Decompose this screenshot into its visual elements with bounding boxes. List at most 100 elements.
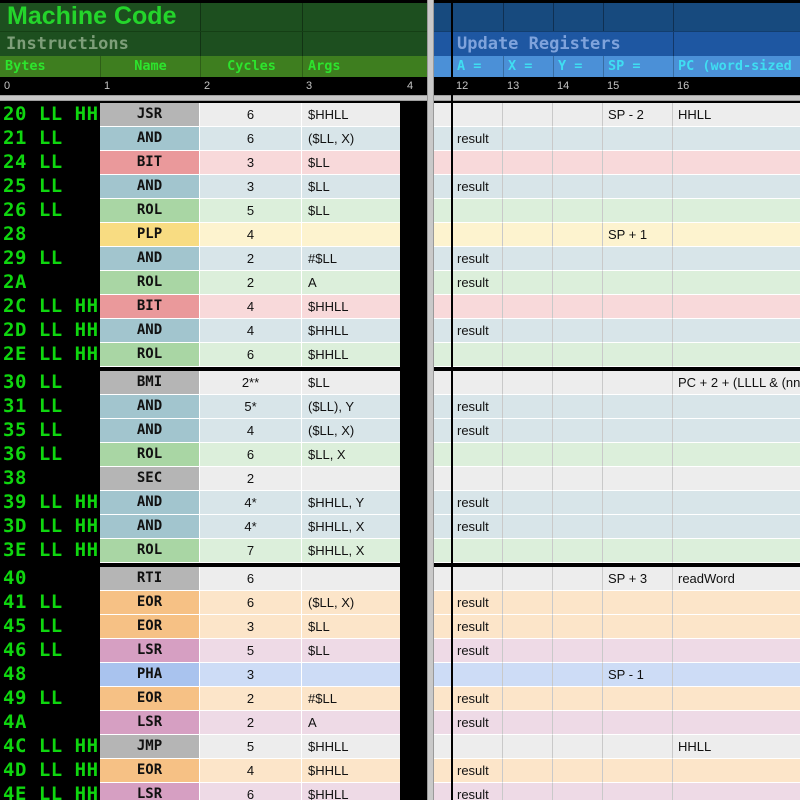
cell-a[interactable]: result <box>452 759 503 783</box>
cell-pc[interactable] <box>673 151 800 175</box>
cell-x[interactable] <box>503 711 553 735</box>
cell-pc[interactable] <box>673 319 800 343</box>
cell-sp[interactable] <box>603 515 673 539</box>
cell-args[interactable]: ($LL, X) <box>302 419 400 443</box>
cell-y[interactable] <box>553 567 603 591</box>
cell-bytes[interactable]: 4E LL HH <box>0 783 100 800</box>
cell-bytes[interactable]: 24 LL <box>0 151 100 175</box>
cell-args[interactable]: $HHLL <box>302 759 400 783</box>
cell-bytes[interactable]: 45 LL <box>0 615 100 639</box>
cell-a[interactable]: result <box>452 711 503 735</box>
cell-y[interactable] <box>553 687 603 711</box>
cell-name[interactable]: ROL <box>100 199 200 223</box>
cell-x[interactable] <box>503 783 553 800</box>
cell-bytes[interactable]: 2D LL HH <box>0 319 100 343</box>
cell-cycles[interactable]: 4* <box>200 491 302 515</box>
cell-x[interactable] <box>503 175 553 199</box>
cell-y[interactable] <box>553 371 603 395</box>
cell-sp[interactable] <box>603 127 673 151</box>
cell-y[interactable] <box>553 491 603 515</box>
col-header-name[interactable]: Name <box>100 56 200 77</box>
cell-args[interactable]: A <box>302 711 400 735</box>
pane-divider[interactable] <box>427 0 434 800</box>
cell-y[interactable] <box>553 319 603 343</box>
cell-args[interactable]: $HHLL <box>302 735 400 759</box>
cell-sp[interactable] <box>603 295 673 319</box>
cell-pc[interactable] <box>673 395 800 419</box>
cell-x[interactable] <box>503 295 553 319</box>
cell-pc[interactable] <box>673 591 800 615</box>
cell-a[interactable] <box>452 223 503 247</box>
cell-bytes[interactable]: 25 LL <box>0 175 100 199</box>
cell-x[interactable] <box>503 591 553 615</box>
cell-pc[interactable] <box>673 199 800 223</box>
cell-pc[interactable] <box>673 175 800 199</box>
cell-name[interactable]: AND <box>100 175 200 199</box>
cell-cycles[interactable]: 6 <box>200 783 302 800</box>
cell-bytes[interactable]: 2C LL HH <box>0 295 100 319</box>
cell-x[interactable] <box>503 443 553 467</box>
cell-y[interactable] <box>553 295 603 319</box>
cell-args[interactable]: $LL <box>302 615 400 639</box>
cell-sp[interactable]: SP + 1 <box>603 223 673 247</box>
cell-name[interactable]: LSR <box>100 711 200 735</box>
cell-bytes[interactable]: 30 LL <box>0 371 100 395</box>
cell-name[interactable]: AND <box>100 395 200 419</box>
cell-args[interactable]: A <box>302 271 400 295</box>
cell-pc[interactable]: HHLL <box>673 735 800 759</box>
cell-args[interactable]: $LL, X <box>302 443 400 467</box>
cell-x[interactable] <box>503 223 553 247</box>
cell-bytes[interactable]: 3D LL HH <box>0 515 100 539</box>
cell-sp[interactable]: SP - 1 <box>603 663 673 687</box>
cell-name[interactable]: AND <box>100 319 200 343</box>
cell-y[interactable] <box>553 783 603 800</box>
cell-bytes[interactable]: 40 <box>0 567 100 591</box>
cell-pc[interactable] <box>673 759 800 783</box>
cell-x[interactable] <box>503 687 553 711</box>
cell-y[interactable] <box>553 127 603 151</box>
cell-a[interactable]: result <box>452 127 503 151</box>
cell-cycles[interactable]: 2** <box>200 371 302 395</box>
cell-name[interactable]: ROL <box>100 271 200 295</box>
cell-name[interactable]: PHA <box>100 663 200 687</box>
cell-args[interactable] <box>302 663 400 687</box>
cell-args[interactable]: #$LL <box>302 687 400 711</box>
cell-bytes[interactable]: 4A <box>0 711 100 735</box>
cell-name[interactable]: PLP <box>100 223 200 247</box>
cell-pc[interactable] <box>673 783 800 800</box>
cell-sp[interactable] <box>603 687 673 711</box>
cell-args[interactable]: #$LL <box>302 247 400 271</box>
cell-y[interactable] <box>553 343 603 367</box>
cell-sp[interactable] <box>603 199 673 223</box>
cell-name[interactable]: AND <box>100 419 200 443</box>
cell-x[interactable] <box>503 371 553 395</box>
cell-y[interactable] <box>553 711 603 735</box>
cell-sp[interactable] <box>603 371 673 395</box>
cell-cycles[interactable]: 3 <box>200 151 302 175</box>
cell-args[interactable]: $HHLL <box>302 295 400 319</box>
cell-cycles[interactable]: 6 <box>200 443 302 467</box>
cell-args[interactable]: $LL <box>302 199 400 223</box>
cell-bytes[interactable]: 46 LL <box>0 639 100 663</box>
cell-pc[interactable] <box>673 639 800 663</box>
cell-cycles[interactable]: 3 <box>200 615 302 639</box>
col-header-a[interactable]: A = <box>452 56 503 77</box>
cell-pc[interactable] <box>673 515 800 539</box>
cell-sp[interactable] <box>603 175 673 199</box>
cell-a[interactable]: result <box>452 783 503 800</box>
cell-name[interactable]: SEC <box>100 467 200 491</box>
cell-cycles[interactable]: 5 <box>200 735 302 759</box>
cell-args[interactable]: ($LL, X) <box>302 591 400 615</box>
cell-name[interactable]: JMP <box>100 735 200 759</box>
cell-pc[interactable] <box>673 295 800 319</box>
cell-a[interactable] <box>452 467 503 491</box>
cell-name[interactable]: ROL <box>100 343 200 367</box>
cell-x[interactable] <box>503 491 553 515</box>
cell-sp[interactable] <box>603 271 673 295</box>
cell-sp[interactable] <box>603 395 673 419</box>
cell-args[interactable]: $HHLL, X <box>302 515 400 539</box>
cell-x[interactable] <box>503 639 553 663</box>
cell-y[interactable] <box>553 639 603 663</box>
cell-name[interactable]: LSR <box>100 639 200 663</box>
cell-cycles[interactable]: 4 <box>200 319 302 343</box>
